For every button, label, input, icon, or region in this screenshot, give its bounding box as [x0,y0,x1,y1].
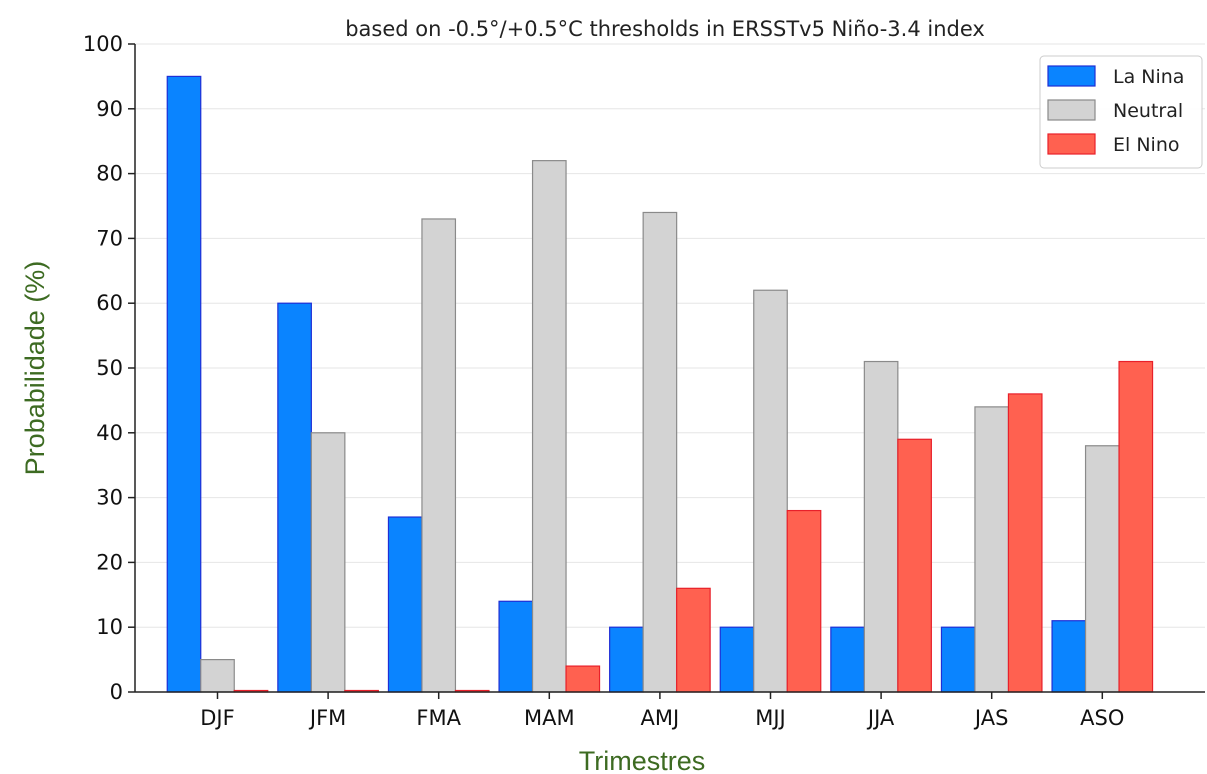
x-tick-label: DJF [200,706,234,730]
bar-neutral-fma [421,218,457,693]
legend-swatch-la-nina [1047,65,1096,87]
x-tick-label: MJJ [755,706,786,730]
x-tick-labels: DJF JFM FMA MAM AMJ MJJ JJA JAS ASO [200,706,1124,730]
legend-label-la-nina: La Nina [1113,66,1184,88]
bar-neutral-jja [863,360,899,693]
bar-neutral-mjj [753,289,788,693]
legend: La Nina Neutral El Nino [1039,55,1203,169]
bar-la-nina-jas [940,626,976,693]
bar-neutral-mam [531,160,567,693]
bars-layer [166,75,1154,693]
bar-el-nino-amj [676,587,711,693]
y-tick-label: 50 [96,356,123,380]
y-tick-label: 90 [96,97,123,121]
axes [128,43,1205,699]
x-tick-label: JFM [308,706,346,730]
bar-el-nino-jja [897,438,932,693]
bar-el-nino-aso [1118,360,1154,693]
bar-la-nina-mjj [719,626,755,693]
bar-la-nina-fma [387,516,423,693]
bar-neutral-aso [1084,445,1120,693]
legend-swatch-el-nino [1047,133,1096,155]
bar-la-nina-djf [166,75,202,693]
y-tick-label: 80 [96,162,123,186]
legend-label-el-nino: El Nino [1113,134,1179,156]
bar-el-nino-jas [1007,393,1043,693]
bar-la-nina-aso [1051,620,1087,693]
chart-title: based on -0.5°/+0.5°C thresholds in ERSS… [345,17,985,41]
bar-la-nina-amj [609,626,644,693]
y-tick-label: 20 [96,550,123,574]
y-tick-label: 10 [96,615,123,639]
y-tick-label: 0 [110,680,123,704]
x-tick-label: MAM [524,706,575,730]
bar-el-nino-mam [565,665,601,693]
x-tick-label: FMA [416,706,461,730]
bar-el-nino-mjj [786,509,822,693]
y-tick-label: 60 [96,291,123,315]
x-tick-label: JAS [973,706,1009,730]
x-axis-label: Trimestres [579,746,706,774]
y-tick-label: 40 [96,421,123,445]
bar-la-nina-jfm [277,302,312,693]
bar-la-nina-mam [498,600,534,693]
y-tick-label: 70 [96,226,123,250]
y-tick-label: 100 [83,32,123,56]
y-tick-label: 30 [96,486,123,510]
bar-neutral-jas [974,406,1010,693]
y-tick-labels: 0 10 20 30 40 50 60 70 80 90 100 [83,32,123,704]
x-tick-label: AMJ [641,706,680,730]
legend-label-neutral: Neutral [1113,100,1183,122]
bar-la-nina-jja [830,626,865,693]
x-tick-label: JJA [866,706,895,730]
bar-neutral-jfm [310,432,346,693]
y-axis-label: Probabilidade (%) [20,261,50,476]
legend-swatch-neutral [1047,99,1096,121]
x-tick-label: ASO [1080,706,1124,730]
bar-neutral-djf [200,658,235,693]
bar-neutral-amj [642,211,678,693]
